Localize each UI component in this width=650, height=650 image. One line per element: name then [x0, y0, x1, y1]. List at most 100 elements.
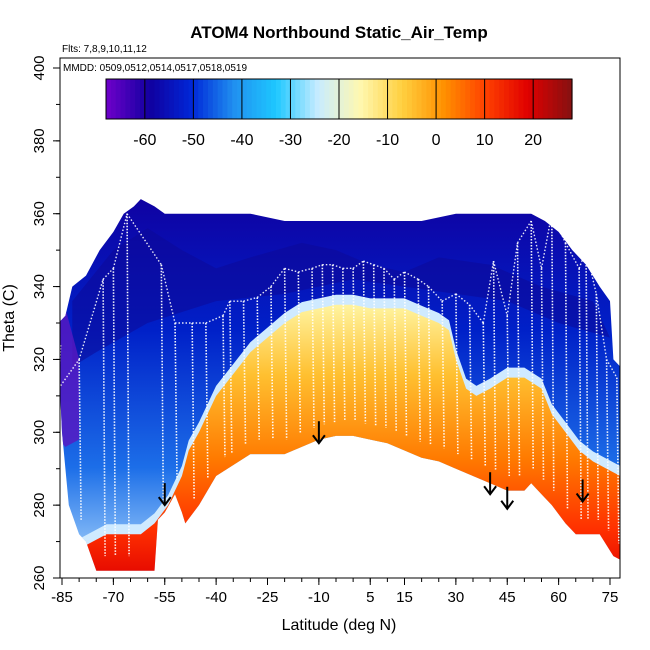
y-tick-label: 300: [31, 420, 48, 445]
track-segment: [383, 267, 395, 280]
colorbar-cell: [474, 79, 481, 119]
x-tick-label: -10: [308, 589, 330, 606]
x-tick-label: -55: [154, 589, 176, 606]
track-profile: [222, 315, 226, 458]
colorbar-cell: [552, 79, 559, 119]
colorbar-cell: [494, 79, 500, 119]
colorbar-cell: [353, 79, 360, 119]
colorbar-cell: [538, 79, 544, 119]
colorbar-cell: [309, 79, 316, 119]
colorbar-cell: [139, 79, 146, 119]
colorbar-cell: [329, 79, 335, 119]
x-tick-label: -40: [205, 589, 227, 606]
colorbar-cell: [271, 79, 277, 119]
colorbar-cell: [450, 79, 457, 119]
colorbar-cell: [266, 79, 272, 119]
colorbar-cell: [567, 79, 573, 119]
colorbar-cell: [348, 79, 355, 119]
colorbar-cell: [489, 79, 495, 119]
track-segment: [284, 267, 299, 273]
colorbar-cell: [290, 79, 296, 119]
y-axis: 260 280 300 320 340 360 380 400: [31, 55, 60, 591]
colorbar-cell: [455, 79, 461, 119]
track-profile: [191, 322, 195, 500]
track-profile: [550, 213, 555, 491]
track-segment: [540, 213, 553, 269]
track-profile: [383, 268, 387, 428]
track-segment: [270, 267, 286, 287]
track-profile: [311, 268, 315, 428]
colorbar-cell: [159, 79, 165, 119]
colorbar-cell: [305, 79, 311, 119]
colorbar-cell: [392, 79, 398, 119]
colorbar-cell: [130, 79, 136, 119]
colorbar-cell: [416, 79, 423, 119]
x-tick-label: 15: [396, 589, 413, 606]
colorbar-tick-label: -10: [376, 132, 399, 149]
flight-tracks: [60, 213, 620, 557]
arrow-head: [157, 496, 172, 507]
colorbar-cell: [275, 79, 282, 119]
colorbar-tick-label: -20: [327, 132, 350, 149]
track-profile: [229, 301, 233, 453]
y-tick-label: 360: [31, 201, 48, 226]
track-profile: [362, 261, 367, 424]
colorbar-cell: [120, 79, 127, 119]
colorbar-cell: [125, 79, 131, 119]
colorbar-cell: [445, 79, 452, 119]
colorbar-cell: [324, 79, 330, 119]
colorbar-cell: [251, 79, 258, 119]
colorbar-cell: [334, 79, 340, 119]
x-tick-label: 5: [366, 589, 374, 606]
x-tick-label: 75: [602, 589, 619, 606]
colorbar-cell: [562, 79, 568, 119]
colorbar-cell: [533, 79, 539, 119]
y-tick-label: 380: [31, 128, 48, 153]
chart-title: ATOM4 Northbound Static_Air_Temp: [190, 23, 488, 42]
purple-patch: [60, 308, 80, 447]
track-profile: [530, 220, 535, 469]
colorbar-cell: [188, 79, 194, 119]
track-segment: [298, 267, 313, 273]
colorbar-cell: [217, 79, 224, 119]
colorbar-cell: [261, 79, 267, 119]
colorbar-cell: [232, 79, 238, 119]
colorbar-cell: [198, 79, 204, 119]
track-profile: [205, 322, 209, 479]
track-segment: [256, 286, 272, 299]
track-profile: [256, 297, 261, 440]
arrow-head: [575, 492, 590, 504]
track-profile: [540, 268, 545, 480]
y-tick-label: 320: [31, 347, 48, 372]
field-layers: [60, 199, 620, 571]
x-tick-label: -85: [51, 589, 73, 606]
colorbar-cell: [363, 79, 369, 119]
track-segment: [469, 304, 484, 324]
track-segment: [595, 293, 608, 360]
colorbar-cell: [227, 79, 233, 119]
colorbar-cell: [285, 79, 292, 119]
heatmap-field: [60, 199, 620, 571]
colorbar-cell: [377, 79, 384, 119]
colorbar-cell: [387, 79, 393, 119]
track-profile: [160, 264, 165, 502]
colorbar-cell: [154, 79, 160, 119]
colorbar-cell: [513, 79, 520, 119]
colorbar-cell: [173, 79, 180, 119]
colorbar-cell: [222, 79, 228, 119]
y-tick-label: 340: [31, 274, 48, 299]
colorbar: -60 -50 -40 -30 -20 -10 0 10 20: [105, 78, 573, 149]
colorbar-cell: [406, 79, 413, 119]
colorbar-cell: [300, 79, 306, 119]
colorbar-cell: [110, 79, 117, 119]
colorbar-cell: [241, 79, 248, 119]
colorbar-cell: [144, 79, 151, 119]
track-profile: [174, 322, 178, 480]
colorbar-cell: [183, 79, 190, 119]
colorbar-cell: [149, 79, 156, 119]
colorbar-cell: [169, 79, 175, 119]
x-tick-label: 45: [499, 589, 516, 606]
track-segment: [455, 293, 471, 306]
colorbar-tick-label: -30: [279, 132, 302, 149]
